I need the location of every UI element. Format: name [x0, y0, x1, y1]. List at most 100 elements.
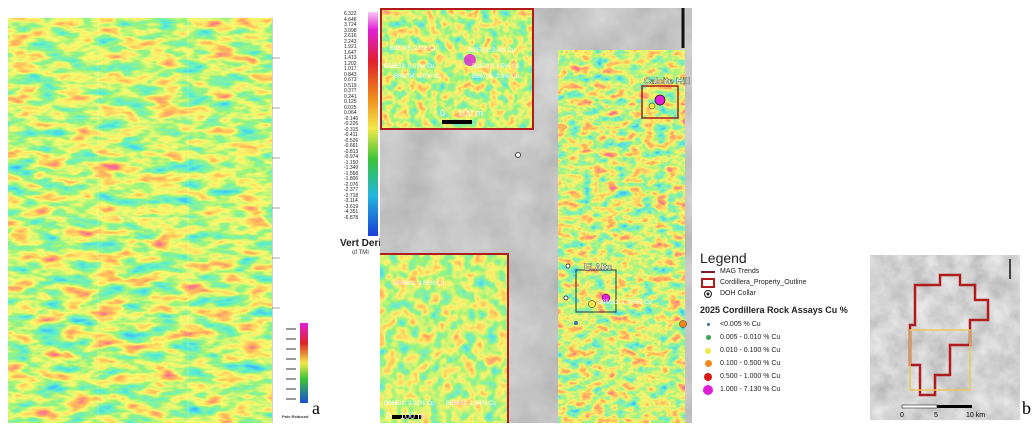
colorbar-tick-label: 1.202	[344, 60, 357, 67]
property-map: Calcite Hill El Alto B06612: 1.475% Cu B…	[380, 8, 692, 423]
legend-item: DOH Collar	[700, 288, 860, 299]
colorbar-tick-label: 0.673	[344, 77, 357, 83]
assay-legend-label: 1.000 - 7.130 % Cu	[720, 386, 781, 393]
assay-legend-item: <0.005 % Cu	[700, 318, 860, 331]
sample-label: B06612: 1.475% Cu	[598, 300, 652, 306]
colorbar-tick-label: 2.616	[344, 33, 357, 39]
assay-legend-item: 0.005 - 0.010 % Cu	[700, 331, 860, 344]
el-alto-label: El Alto	[584, 262, 613, 272]
assay-legend-item: 0.500 - 1.000 % Cu	[700, 370, 860, 383]
bottom-inset-image: B06603: 3.86% Cu B06601: 3.02% Cu B06653…	[380, 255, 507, 423]
scale-5: 5	[934, 412, 938, 419]
colorbar-tick-label: -6.878	[344, 214, 359, 221]
colorbar-tick-label: 0.025	[344, 104, 357, 111]
panel-b-caption: b	[1022, 398, 1031, 418]
assay-section-title: 2025 Cordillera Rock Assays Cu %	[700, 305, 848, 315]
colorbar-tick-label: -4.351	[344, 209, 359, 215]
sample-label-b06653: B06653: 1.84% Cu	[446, 401, 496, 407]
sample-label-b06705: B06705: 2.0% Cu	[390, 46, 437, 52]
assay-dot-icon	[700, 333, 716, 343]
assay-legend-item: 1.000 - 7.130 % Cu	[700, 383, 860, 396]
panel-a-caption: a	[312, 398, 320, 418]
legend-item: Cordillera_Property_Outline	[700, 277, 860, 288]
map-legend: Legend MAG Trends Cordillera_Property_Out…	[700, 250, 860, 420]
colorbar-tick-label: -0.526	[344, 137, 359, 144]
legend-title: Legend	[700, 250, 747, 266]
colorbar-tick-label: 1.413	[344, 55, 357, 61]
colorbar-tick-label: -0.813	[344, 148, 359, 155]
colorbar-tick-label: -2.076	[344, 181, 359, 188]
sample-label-b06706: B06706: 2.6% Cu	[472, 74, 519, 80]
assay-legend-label: 0.005 - 0.010 % Cu	[720, 334, 781, 341]
colorbar-tick-label: -0.315	[344, 126, 359, 133]
scale-start: 0	[386, 411, 391, 421]
box-symbol-icon	[700, 277, 716, 288]
sample-label-b06703: B06703: 3.4% Cu	[468, 48, 515, 54]
colorbar-tick-label: 0.241	[344, 93, 357, 100]
sample-label-b06633: B06633: 0.09% Cu	[384, 64, 434, 70]
scale-10km: 10 km	[966, 412, 985, 419]
location-map: 0 5 10 km	[870, 255, 1020, 420]
sample-label-b06601: B06601: 3.02% Cu	[384, 401, 434, 407]
bottom-inset-map: B06603: 3.86% Cu B06601: 3.02% Cu B06653…	[380, 253, 509, 423]
scale-start: 0	[440, 108, 445, 118]
colorbar-tick-label: -0.411	[344, 132, 358, 138]
colorbar-tick-label: -2.718	[344, 192, 359, 199]
colorbar-tick-label: 3.098	[344, 27, 357, 34]
legend-item-label: Cordillera_Property_Outline	[720, 279, 807, 286]
colorbar-gradient	[368, 12, 378, 236]
assay-legend-items: <0.005 % Cu 0.005 - 0.010 % Cu 0.010 - 0.1…	[700, 318, 860, 396]
magnetic-anomaly-image	[8, 18, 272, 423]
scale-title: Pole Reduced	[282, 414, 309, 419]
assay-legend-item: 0.010 - 0.100 % Cu	[700, 344, 860, 357]
assay-legend-item: 0.100 - 0.500 % Cu	[700, 357, 860, 370]
colorbar-tick-label: 3.724	[344, 22, 357, 28]
legend-items: MAG Trends Cordillera_Property_Outline DOH…	[700, 266, 860, 299]
location-map-image: 0 5 10 km	[870, 255, 1020, 420]
top-inset-image: B06705: 2.0% Cu B06703: 3.4% Cu B06633: …	[382, 10, 532, 128]
colorbar-value-labels: 6.322 4.646 3.724 3.098 2.616 2.243 1.921 1.647…	[344, 11, 370, 232]
scale-bar	[442, 120, 472, 124]
assay-legend-label: 0.100 - 0.500 % Cu	[720, 360, 781, 367]
vert-deriv-colorbar	[342, 8, 378, 240]
colorbar-tick-label: -1.150	[344, 159, 359, 166]
colorbar-tick-label: 2.243	[344, 38, 357, 45]
assay-dot-icon	[700, 384, 716, 395]
assay-legend-label: <0.005 % Cu	[720, 321, 761, 328]
colorbar-subtitle: of TMI	[352, 250, 369, 256]
colorbar-tick-label: 1.921	[344, 44, 357, 50]
colorbar-tick-label: -0.146	[344, 115, 359, 122]
el-alto-box	[575, 269, 617, 313]
colorbar-tick-label: 0.843	[344, 71, 357, 78]
pole-reduced-colorbar	[300, 323, 308, 403]
colorbar-tick-label: -1.568	[344, 170, 359, 177]
colorbar-tick-label: 1.017	[344, 66, 357, 72]
location-scale-bar	[901, 404, 972, 409]
assay-dot-icon	[700, 346, 716, 356]
colorbar-title: Vert Deriv	[340, 238, 387, 249]
sample-label-b06702: B06702: 3.5% Cu	[472, 64, 519, 70]
pole-reduced-magnetic-map	[8, 18, 272, 423]
colorbar-tick-label: -0.661	[344, 143, 359, 149]
colorbar-tick-label: 0.377	[344, 88, 357, 94]
coordinate-ticks	[271, 18, 308, 423]
assay-legend-label: 0.010 - 0.100 % Cu	[720, 347, 781, 354]
colorbar-tick-label: -3.114	[344, 198, 358, 204]
calcite-hill-box	[641, 85, 679, 119]
sample-label-b06603: B06603: 3.86% Cu	[394, 281, 444, 287]
colorbar-tick-label: -2.377	[344, 187, 359, 193]
legend-item-label: MAG Trends	[720, 268, 760, 275]
scale-bar	[392, 415, 422, 419]
assay-dot-icon	[700, 320, 716, 330]
colorbar-tick-label: 0.125	[344, 99, 357, 105]
colorbar-tick-label: -1.349	[344, 165, 359, 171]
scale-end: 100 m	[458, 108, 483, 118]
doh-collar	[515, 152, 521, 158]
sample-label-b06704: B06704: 4.0% Cu	[394, 74, 441, 80]
colorbar-tick-label: -3.619	[344, 203, 359, 210]
colorbar-tick-label: -0.974	[344, 154, 359, 160]
assay-dot-icon	[700, 359, 716, 369]
scale-0: 0	[900, 412, 904, 419]
legend-item-label: DOH Collar	[720, 290, 756, 297]
magnetic-overlay	[558, 50, 685, 423]
